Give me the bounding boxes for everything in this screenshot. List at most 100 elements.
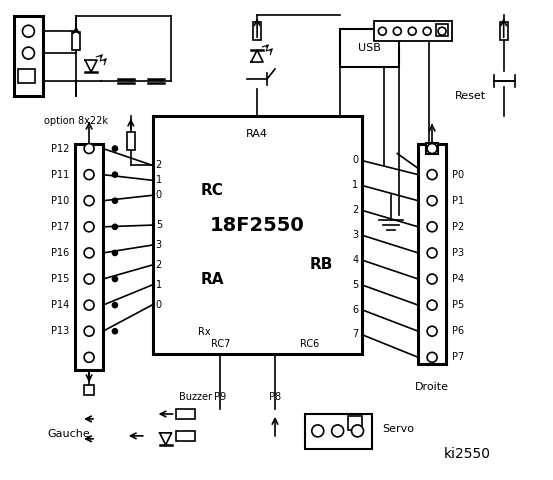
Circle shape (23, 25, 34, 37)
Bar (84, 385, 94, 395)
Circle shape (84, 326, 94, 336)
Bar (500, 22, 508, 40)
Circle shape (427, 326, 437, 336)
Text: Droite: Droite (415, 382, 449, 392)
Text: RB: RB (310, 257, 333, 272)
Text: Gauche: Gauche (48, 429, 91, 439)
Text: USB: USB (358, 43, 381, 53)
Text: option 8x22k: option 8x22k (44, 116, 108, 126)
Text: P11: P11 (51, 169, 69, 180)
Bar (127, 132, 135, 150)
Circle shape (84, 248, 94, 258)
Circle shape (427, 169, 437, 180)
Text: 7: 7 (352, 329, 358, 339)
Bar (436, 24, 448, 36)
Circle shape (427, 222, 437, 232)
Circle shape (427, 352, 437, 362)
Circle shape (112, 224, 117, 229)
Text: 6: 6 (352, 305, 358, 314)
Text: Rx: Rx (198, 327, 211, 337)
Circle shape (427, 196, 437, 206)
Circle shape (423, 27, 431, 35)
Circle shape (112, 198, 117, 203)
Text: 1: 1 (156, 175, 162, 185)
Circle shape (312, 425, 324, 437)
Text: Buzzer: Buzzer (179, 392, 212, 402)
Circle shape (84, 196, 94, 206)
Circle shape (378, 27, 387, 35)
Bar (72, 32, 80, 50)
Text: P9: P9 (214, 392, 226, 402)
Circle shape (84, 222, 94, 232)
Text: P5: P5 (452, 300, 464, 310)
Text: ki2550: ki2550 (444, 447, 491, 461)
Bar (253, 22, 261, 40)
Text: 4: 4 (352, 255, 358, 265)
Text: 1: 1 (352, 180, 358, 190)
Circle shape (112, 146, 117, 151)
Circle shape (427, 300, 437, 310)
Bar (426, 143, 438, 155)
Bar (13, 16, 43, 96)
Text: 5: 5 (352, 280, 358, 290)
Circle shape (84, 352, 94, 362)
Text: P14: P14 (51, 300, 69, 310)
Text: P3: P3 (452, 248, 464, 258)
Text: 1: 1 (156, 280, 162, 290)
Circle shape (393, 27, 401, 35)
Circle shape (23, 47, 34, 59)
Text: P17: P17 (51, 222, 69, 232)
Text: Reset: Reset (455, 91, 487, 101)
Bar (153, 116, 362, 354)
Circle shape (427, 248, 437, 258)
Text: 2: 2 (156, 160, 162, 170)
Text: 3: 3 (352, 230, 358, 240)
Bar (418, 144, 446, 364)
Text: P6: P6 (452, 326, 464, 336)
Text: 0: 0 (156, 190, 162, 200)
Text: P12: P12 (51, 144, 69, 154)
Text: RC6: RC6 (300, 339, 320, 349)
Circle shape (112, 276, 117, 281)
Text: P16: P16 (51, 248, 69, 258)
Text: P10: P10 (51, 196, 69, 206)
Bar (18, 69, 35, 83)
Text: 0: 0 (352, 156, 358, 166)
Circle shape (84, 169, 94, 180)
Text: RA4: RA4 (246, 129, 268, 139)
Circle shape (84, 144, 94, 154)
Circle shape (427, 144, 437, 154)
Circle shape (112, 172, 117, 177)
Text: P7: P7 (452, 352, 464, 362)
Text: 2: 2 (352, 205, 358, 215)
Bar (176, 431, 195, 441)
Circle shape (438, 27, 446, 35)
Text: P0: P0 (452, 169, 464, 180)
Text: P15: P15 (51, 274, 69, 284)
Circle shape (332, 425, 343, 437)
Text: RC: RC (200, 183, 223, 198)
Bar (340, 29, 399, 67)
Bar (176, 409, 195, 419)
Circle shape (352, 425, 363, 437)
Circle shape (408, 27, 416, 35)
Text: P4: P4 (452, 274, 464, 284)
Circle shape (427, 274, 437, 284)
Circle shape (112, 251, 117, 255)
Bar (75, 144, 103, 370)
Text: P13: P13 (51, 326, 69, 336)
Text: 0: 0 (156, 300, 162, 310)
Circle shape (84, 300, 94, 310)
Text: 3: 3 (156, 240, 162, 250)
Bar (348, 416, 362, 430)
Text: P2: P2 (452, 222, 464, 232)
Text: 2: 2 (156, 260, 162, 270)
Circle shape (84, 274, 94, 284)
Text: 18F2550: 18F2550 (210, 216, 305, 235)
Circle shape (112, 302, 117, 308)
Text: Servo: Servo (382, 424, 414, 434)
Bar (374, 21, 452, 41)
Circle shape (112, 329, 117, 334)
Text: RA: RA (200, 272, 224, 287)
Text: P8: P8 (269, 392, 281, 402)
